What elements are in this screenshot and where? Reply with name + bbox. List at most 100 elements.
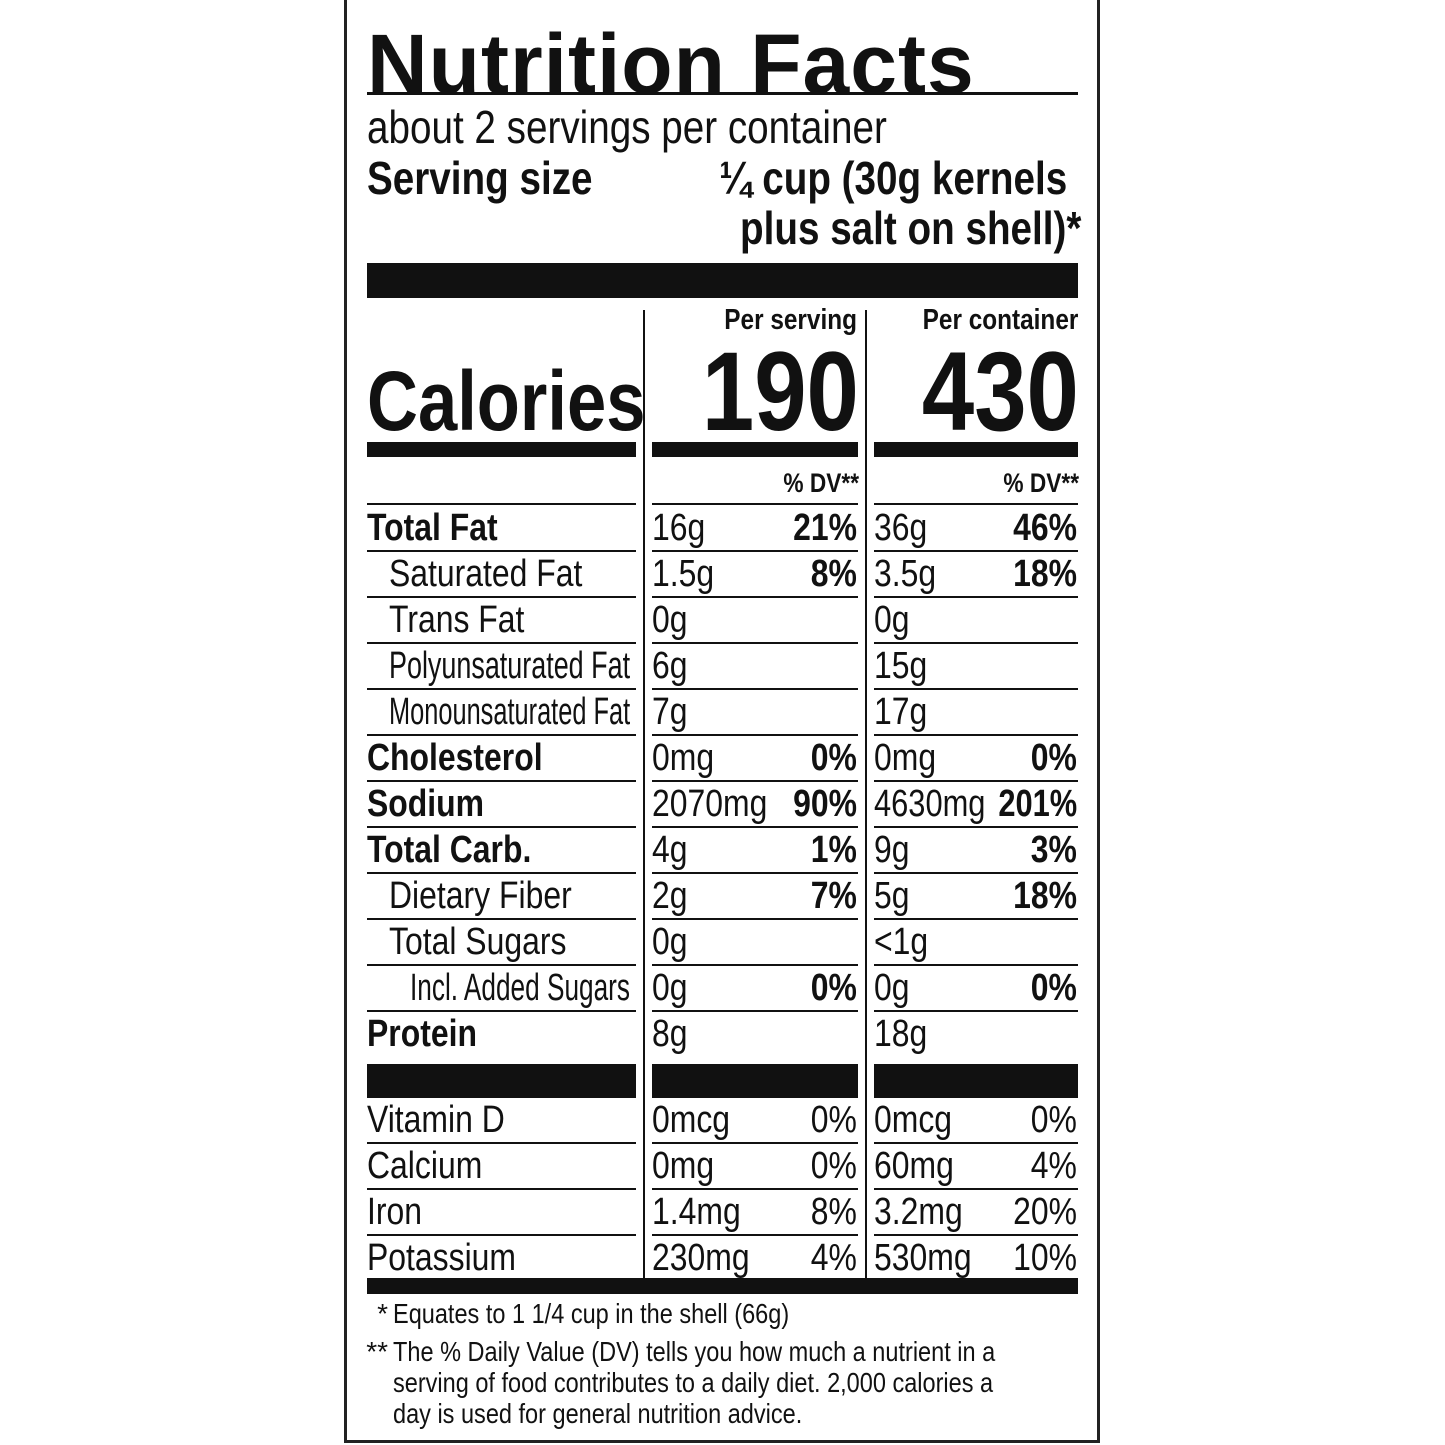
nutrient-dv: 0% xyxy=(1022,739,1077,777)
nutrient-label-text: Incl. Added Sugars xyxy=(410,967,630,1009)
nutrient-dv: 0% xyxy=(802,739,857,777)
footnote-dv-line: day is used for general nutrition advice… xyxy=(393,1398,803,1429)
nutrient-dv: 0% xyxy=(802,1101,857,1139)
nutrient-amount: 0mg xyxy=(874,739,948,777)
thick-divider xyxy=(367,1278,1078,1294)
nutrient-amount: 0g xyxy=(874,969,916,1007)
nutrient-label-cell: Protein xyxy=(367,1012,636,1056)
thick-divider xyxy=(874,442,1078,457)
nutrient-dv: 10% xyxy=(1001,1239,1077,1277)
nutrient-amount: 1.5g xyxy=(652,555,726,593)
nutrient-value-cell: 15g xyxy=(874,644,1078,690)
nutrient-value-cell: 60mg 4% xyxy=(874,1144,1078,1190)
nutrient-amount: 18g xyxy=(874,1015,937,1053)
nutrient-amount-text: 5g xyxy=(874,875,910,917)
nutrient-dv: 90% xyxy=(781,785,857,823)
nutrient-label-text: Vitamin D xyxy=(367,1099,505,1141)
nutrient-label-cell: Vitamin D xyxy=(367,1098,636,1144)
nutrient-amount-text: 0mcg xyxy=(874,1099,953,1141)
thick-divider xyxy=(652,1064,858,1098)
footnote-dv-line: serving of food contributes to a daily d… xyxy=(393,1367,994,1398)
divider xyxy=(874,503,1078,505)
nutrient-value-cell: 0mg 0% xyxy=(652,736,858,782)
nutrient-dv-text: 0% xyxy=(1030,1099,1077,1141)
calories-per-serving: 190 xyxy=(702,329,859,454)
label-border xyxy=(344,0,1100,1443)
nutrient-amount-text: 1.5g xyxy=(652,553,715,595)
nutrient-amount-text: 18g xyxy=(874,1013,928,1055)
nutrient-value-cell: 1.4mg 8% xyxy=(652,1190,858,1236)
nutrient-amount-text: 0g xyxy=(874,967,910,1009)
nutrient-amount-text: 17g xyxy=(874,691,928,733)
nutrient-dv: 18% xyxy=(1001,555,1077,593)
nutrient-label: Saturated Fat xyxy=(389,555,619,593)
nutrient-amount: 2g xyxy=(652,877,694,915)
nutrient-amount: 3.5g xyxy=(874,555,948,593)
nutrient-dv: 0% xyxy=(1022,969,1077,1007)
nutrient-label-text: Cholesterol xyxy=(367,737,543,779)
nutrient-dv: 0% xyxy=(1022,1101,1077,1139)
nutrient-amount: 0g xyxy=(652,601,694,639)
thick-divider xyxy=(874,1064,1078,1098)
nutrient-value-cell: 9g 3% xyxy=(874,828,1078,874)
nutrient-dv-text: 7% xyxy=(810,875,857,917)
nutrient-dv-text: 0% xyxy=(1030,737,1077,779)
nutrient-dv-text: 0% xyxy=(810,1145,857,1187)
nutrient-dv-text: 0% xyxy=(810,967,857,1009)
serving-size-label: Serving size xyxy=(367,152,593,204)
dv-header-container: % DV** xyxy=(1003,468,1079,498)
nutrient-amount-text: 3.2mg xyxy=(874,1191,963,1233)
footnote-mark: ** xyxy=(366,1336,388,1367)
nutrient-amount-text: 4g xyxy=(652,829,688,871)
nutrient-label: Trans Fat xyxy=(389,601,550,639)
nutrient-dv-text: 8% xyxy=(810,1191,857,1233)
nutrient-dv: 1% xyxy=(802,831,857,869)
nutrient-value-cell: 0mg 0% xyxy=(652,1144,858,1190)
nutrient-label: Incl. Added Sugars xyxy=(410,969,729,1007)
nutrient-label-cell: Cholesterol xyxy=(367,736,636,782)
nutrient-dv: 8% xyxy=(802,555,857,593)
nutrient-label-text: Total Fat xyxy=(367,507,498,549)
nutrient-dv: 3% xyxy=(1022,831,1077,869)
nutrient-amount: 4g xyxy=(652,831,694,869)
nutrient-amount-text: 8g xyxy=(652,1013,688,1055)
nutrient-amount: 36g xyxy=(874,509,937,547)
nutrient-label-text: Saturated Fat xyxy=(389,553,583,595)
nutrient-amount: 16g xyxy=(652,509,715,547)
nutrient-value-cell: 1.5g 8% xyxy=(652,552,858,598)
column-divider xyxy=(865,310,867,1278)
nutrient-dv-text: 21% xyxy=(793,507,857,549)
nutrient-value-cell: 3.5g 18% xyxy=(874,552,1078,598)
nutrient-amount: 4630mg xyxy=(874,785,1011,823)
nutrient-amount: 2070mg xyxy=(652,785,789,823)
nutrient-dv-text: 46% xyxy=(1013,507,1077,549)
nutrient-label: Monounsaturated Fat xyxy=(389,693,750,731)
nutrient-label: Iron xyxy=(367,1193,432,1231)
nutrient-label-text: Dietary Fiber xyxy=(389,875,572,917)
nutrient-amount: 0mg xyxy=(652,1147,726,1185)
nutrient-amount-text: 530mg xyxy=(874,1237,972,1279)
nutrient-dv-text: 4% xyxy=(1030,1145,1077,1187)
nutrient-value-cell: 0mg 0% xyxy=(874,736,1078,782)
nutrient-label-cell: Iron xyxy=(367,1190,636,1236)
nutrient-amount-text: 36g xyxy=(874,507,928,549)
nutrient-dv: 0% xyxy=(802,969,857,1007)
nutrient-value-cell: 16g 21% xyxy=(652,506,858,552)
divider xyxy=(367,503,636,505)
nutrient-value-cell: 3.2mg 20% xyxy=(874,1190,1078,1236)
nutrient-value-cell: <1g xyxy=(874,920,1078,966)
nutrient-amount: <1g xyxy=(874,923,938,961)
nutrient-amount: 230mg xyxy=(652,1239,768,1277)
nutrient-label: Total Sugars xyxy=(389,923,600,961)
nutrient-label-cell: Trans Fat xyxy=(367,598,636,644)
nutrient-dv: 46% xyxy=(1001,509,1077,547)
nutrient-amount-text: 0g xyxy=(652,967,688,1009)
nutrient-label-cell: Sodium xyxy=(367,782,636,828)
nutrient-dv: 7% xyxy=(802,877,857,915)
nutrient-value-cell: 0mcg 0% xyxy=(652,1098,858,1144)
serving-size-value-cont: plus salt on shell)* xyxy=(739,202,1081,254)
thick-divider xyxy=(367,1064,636,1098)
nutrient-amount-text: 15g xyxy=(874,645,928,687)
nutrient-amount: 15g xyxy=(874,647,937,685)
nutrient-value-cell: 7g xyxy=(652,690,858,736)
